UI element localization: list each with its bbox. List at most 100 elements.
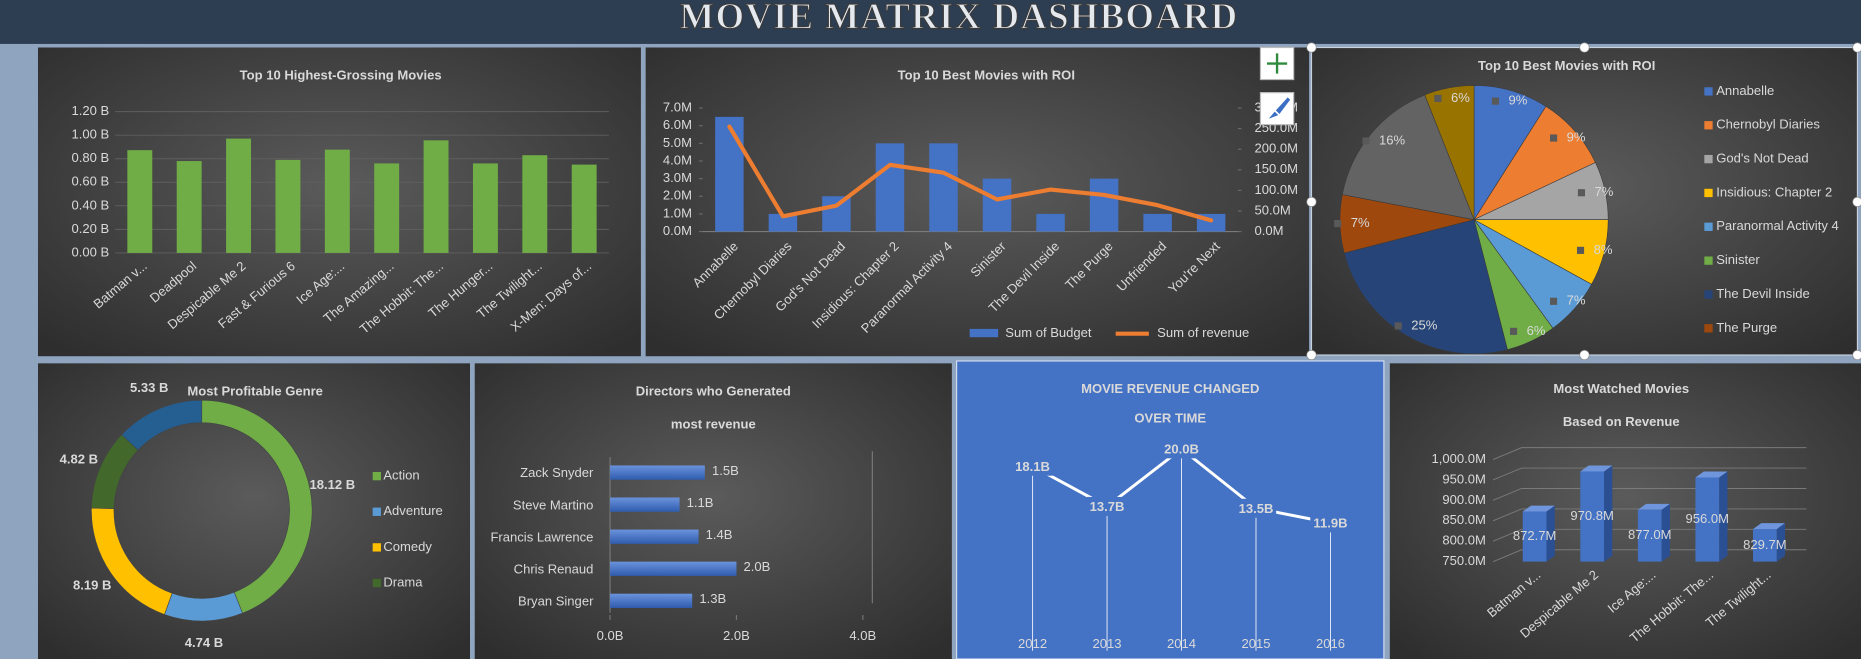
handle[interactable] bbox=[1306, 42, 1317, 53]
label-bg bbox=[1161, 439, 1202, 459]
bar bbox=[1580, 471, 1605, 562]
chart-title: most revenue bbox=[671, 417, 756, 432]
bar bbox=[1143, 213, 1172, 232]
chart-title: MOVIE REVENUE CHANGED bbox=[1081, 381, 1259, 396]
data-label: 9% bbox=[1567, 129, 1586, 144]
y-tick-label: 0.80 B bbox=[71, 150, 109, 165]
legend-label: Annabelle bbox=[1716, 83, 1774, 98]
bar bbox=[875, 143, 905, 232]
legend-swatch bbox=[1704, 121, 1713, 130]
y-tick-label: 850.0M bbox=[1442, 512, 1486, 527]
label-marker bbox=[1576, 246, 1585, 254]
handle[interactable] bbox=[1852, 196, 1861, 207]
legend-label: The Devil Inside bbox=[1716, 286, 1810, 301]
data-label: 877.0M bbox=[1628, 527, 1672, 542]
y-tick-label: 0.60 B bbox=[71, 174, 109, 189]
data-label: 1.4B bbox=[706, 527, 733, 542]
data-label: 872.7M bbox=[1513, 528, 1557, 543]
legend-swatch bbox=[1704, 222, 1713, 231]
bar bbox=[127, 150, 153, 253]
y-tick-label: 1.00 B bbox=[71, 127, 109, 142]
data-label: 16% bbox=[1379, 132, 1406, 147]
y-tick-label: 800.0M bbox=[1442, 533, 1486, 548]
bar-top bbox=[1637, 503, 1670, 510]
bar-top bbox=[1522, 505, 1555, 512]
bar bbox=[522, 155, 548, 253]
data-label: 829.7M bbox=[1743, 537, 1787, 552]
y-tick-label: 0.20 B bbox=[71, 221, 109, 236]
brush-icon bbox=[1268, 97, 1291, 119]
data-label: 8.19 B bbox=[73, 577, 111, 592]
pie-slice bbox=[1343, 219, 1508, 355]
y-tick-label: 950.0M bbox=[1442, 471, 1486, 486]
handle[interactable] bbox=[1579, 349, 1590, 361]
data-label: 1.3B bbox=[699, 591, 726, 606]
x-tick-label: 0.0B bbox=[597, 628, 624, 643]
legend-label: Sum of Budget bbox=[1005, 325, 1092, 340]
chart-title: Top 10 Best Movies with ROI bbox=[1478, 58, 1655, 73]
data-label: 7% bbox=[1594, 184, 1613, 199]
bar bbox=[929, 143, 958, 232]
grid-line bbox=[1492, 447, 1807, 460]
label-marker bbox=[1434, 94, 1442, 102]
panel-blue bbox=[956, 360, 1385, 659]
bar bbox=[1522, 511, 1547, 562]
label-marker bbox=[1510, 327, 1518, 335]
legend-swatch bbox=[969, 328, 999, 338]
label-marker bbox=[1550, 297, 1558, 305]
legend-swatch bbox=[372, 578, 381, 588]
y-tick-label: 4.0M bbox=[663, 152, 692, 167]
y2-tick-label: 100.0M bbox=[1255, 182, 1299, 197]
y-tick-label: 1.20 B bbox=[71, 103, 109, 118]
label-marker bbox=[1550, 134, 1558, 142]
handle[interactable] bbox=[1306, 349, 1317, 361]
chart-title: Top 10 Best Movies with ROI bbox=[898, 67, 1075, 82]
legend-swatch bbox=[1704, 87, 1713, 96]
bar bbox=[226, 138, 252, 253]
legend-label: Comedy bbox=[383, 539, 432, 554]
bar bbox=[423, 140, 449, 253]
legend-label: The Purge bbox=[1716, 320, 1777, 335]
data-label: 18.12 B bbox=[309, 477, 355, 492]
chart-title: Most Watched Movies bbox=[1553, 381, 1689, 396]
data-label: 4.82 B bbox=[60, 451, 98, 466]
bar bbox=[374, 163, 400, 253]
bar-top bbox=[1580, 465, 1613, 472]
handle[interactable] bbox=[1306, 196, 1317, 207]
legend-label: Drama bbox=[383, 574, 423, 589]
handle[interactable] bbox=[1579, 42, 1590, 53]
data-label: 2.0B bbox=[744, 559, 771, 574]
bar-side bbox=[1661, 503, 1670, 562]
handle[interactable] bbox=[1852, 42, 1861, 53]
data-label: 8% bbox=[1594, 242, 1613, 257]
data-label: 25% bbox=[1411, 317, 1438, 332]
chart-tools bbox=[1259, 46, 1295, 126]
legend-label: Sum of revenue bbox=[1157, 325, 1249, 340]
legend-swatch bbox=[372, 471, 381, 481]
y-tick-label: Steve Martino bbox=[513, 497, 593, 512]
x-tick-label: 2.0B bbox=[723, 628, 750, 643]
header-band bbox=[0, 0, 1861, 44]
x-tick-label: 4.0B bbox=[849, 628, 876, 643]
bar bbox=[1752, 529, 1777, 562]
bar bbox=[822, 196, 851, 232]
bar bbox=[610, 497, 680, 512]
legend-swatch bbox=[1704, 256, 1713, 265]
y-tick-label: Bryan Singer bbox=[518, 593, 594, 608]
data-label: 956.0M bbox=[1686, 511, 1730, 526]
bar-side bbox=[1719, 471, 1728, 562]
bar bbox=[176, 161, 202, 253]
y-tick-label: Francis Lawrence bbox=[490, 529, 593, 544]
style-button[interactable] bbox=[1259, 92, 1295, 126]
legend-swatch bbox=[1704, 290, 1713, 299]
y2-tick-label: 150.0M bbox=[1255, 161, 1299, 176]
handle[interactable] bbox=[1852, 349, 1861, 361]
line bbox=[727, 124, 1214, 223]
data-label: 7% bbox=[1567, 293, 1586, 308]
bar bbox=[275, 159, 301, 253]
label-bg bbox=[1086, 496, 1128, 516]
data-label: 9% bbox=[1509, 93, 1528, 108]
bar-side bbox=[1604, 465, 1613, 562]
legend-swatch bbox=[1704, 324, 1713, 333]
